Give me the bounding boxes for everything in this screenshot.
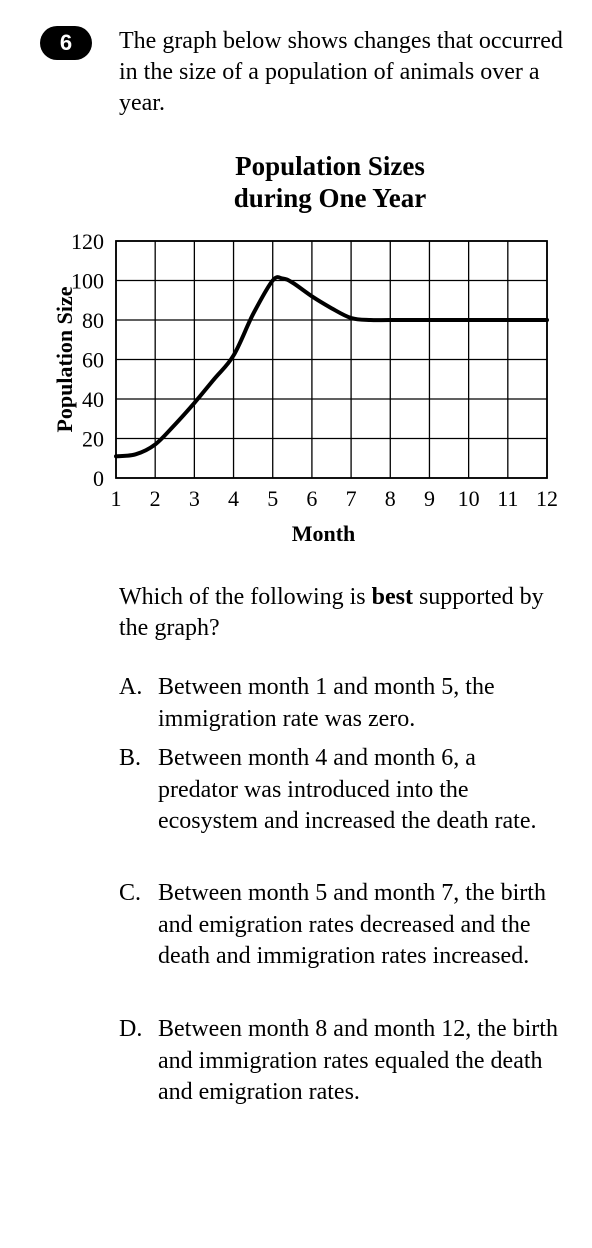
answer-option-c[interactable]: C. Between month 5 and month 7, the birt… [119,878,559,973]
chart-series [114,275,549,459]
chart-title-line-2: during One Year [233,183,427,213]
x-tick-label: 1 [111,486,122,511]
x-tick-label: 2 [150,486,161,511]
x-tick-label: 6 [306,486,317,511]
option-text: Between month 8 and month 12, the birth … [158,1016,558,1105]
option-letter: B. [119,745,142,771]
x-tick-label: 3 [189,486,200,511]
prompt-text-end: supported by the graph? [119,584,544,641]
y-tick-label: 80 [82,308,104,333]
question-number-badge: 6 [40,26,92,60]
y-axis-ticks: 0 20 40 60 80 100 120 [71,229,104,491]
x-tick-label: 11 [497,486,518,511]
x-tick-label: 12 [536,486,558,511]
x-tick-label: 5 [267,486,278,511]
chart-title: Population Sizes during One Year [130,150,530,214]
y-tick-label: 40 [82,387,104,412]
option-text: Between month 4 and month 6, a predator … [158,745,537,834]
x-tick-label: 9 [424,486,435,511]
prompt-emphasis: best [371,584,413,610]
answer-option-a[interactable]: A. Between month 1 and month 5, the immi… [119,672,559,735]
answer-option-b[interactable]: B. Between month 4 and month 6, a predat… [119,743,559,838]
option-letter: A. [119,674,143,700]
y-tick-label: 120 [71,229,104,254]
option-letter: D. [119,1016,143,1042]
option-text: Between month 1 and month 5, the immigra… [158,674,495,732]
option-text: Between month 5 and month 7, the birth a… [158,880,546,969]
x-tick-label: 4 [228,486,239,511]
chart-title-line-1: Population Sizes [235,151,425,181]
y-tick-label: 20 [82,427,104,452]
question-prompt: Which of the following is best supported… [119,582,569,644]
y-tick-label: 0 [93,466,104,491]
question-stem: The graph below shows changes that occur… [119,28,563,116]
x-axis-label: Month [292,521,356,546]
x-tick-label: 8 [385,486,396,511]
plot-frame [115,240,548,479]
prompt-text-start: Which of the following is [119,584,372,610]
series-line-0 [114,275,549,459]
y-tick-label: 100 [71,269,104,294]
y-tick-label: 60 [82,348,104,373]
chart-grid [115,240,548,479]
x-tick-label: 10 [458,486,480,511]
y-axis-label: Population Size [52,286,77,432]
answer-option-d[interactable]: D. Between month 8 and month 12, the bir… [119,1014,559,1109]
option-letter: C. [119,880,142,906]
x-axis-ticks: 1 2 3 4 5 6 7 8 9 10 11 12 [111,486,559,511]
x-tick-label: 7 [346,486,357,511]
